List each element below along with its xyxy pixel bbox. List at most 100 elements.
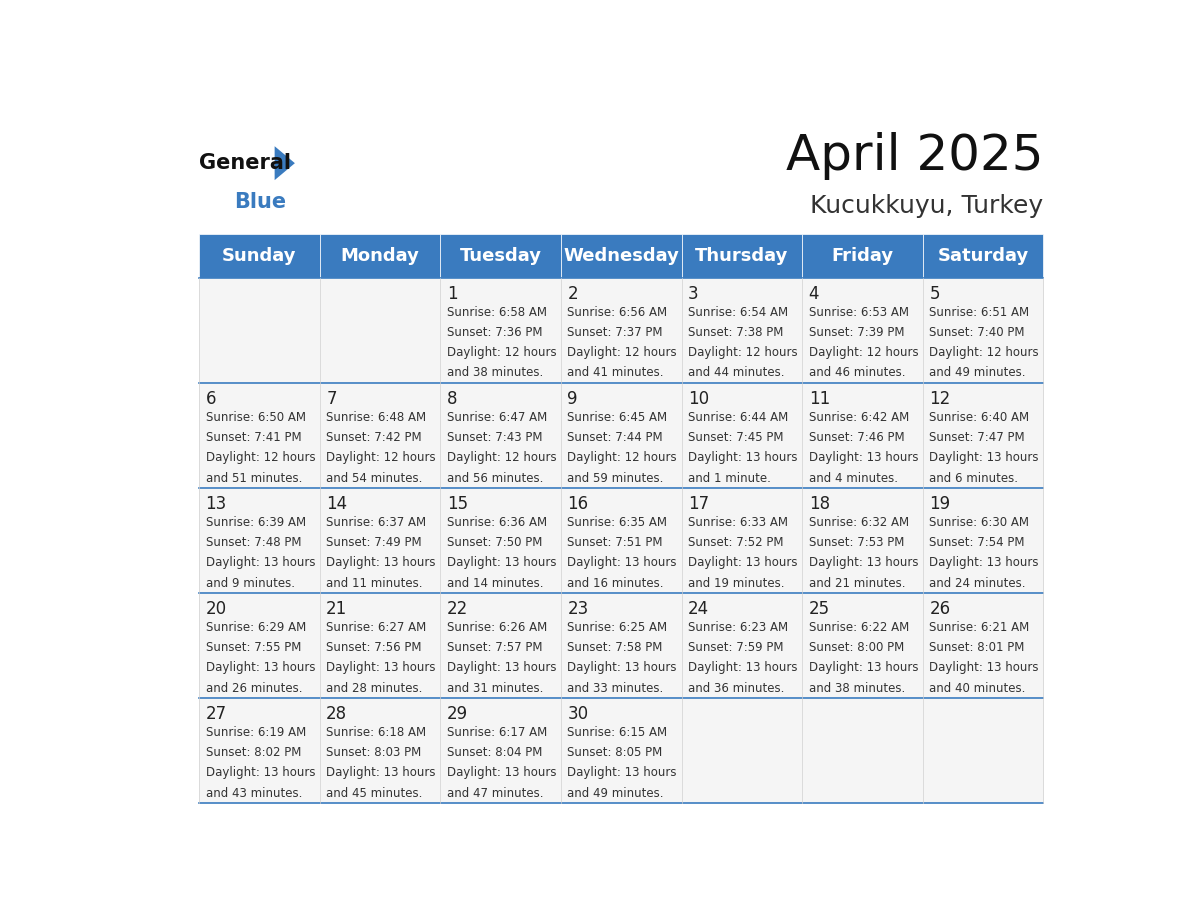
Text: Sunset: 8:04 PM: Sunset: 8:04 PM <box>447 746 542 759</box>
Bar <box>923 698 1043 803</box>
Text: Sunrise: 6:51 AM: Sunrise: 6:51 AM <box>929 306 1029 319</box>
Text: and 59 minutes.: and 59 minutes. <box>568 472 664 485</box>
Text: and 21 minutes.: and 21 minutes. <box>809 577 905 589</box>
Text: and 24 minutes.: and 24 minutes. <box>929 577 1025 589</box>
Text: Sunset: 7:58 PM: Sunset: 7:58 PM <box>568 642 663 655</box>
Text: Daylight: 13 hours: Daylight: 13 hours <box>447 767 556 779</box>
Text: Daylight: 12 hours: Daylight: 12 hours <box>929 346 1038 359</box>
Text: and 9 minutes.: and 9 minutes. <box>206 577 295 589</box>
Text: Daylight: 13 hours: Daylight: 13 hours <box>206 556 315 569</box>
Text: Sunrise: 6:42 AM: Sunrise: 6:42 AM <box>809 411 909 424</box>
Text: Daylight: 13 hours: Daylight: 13 hours <box>688 661 797 675</box>
Text: and 47 minutes.: and 47 minutes. <box>447 787 543 800</box>
Text: 21: 21 <box>327 599 347 618</box>
Text: 17: 17 <box>688 495 709 513</box>
Text: Sunrise: 6:40 AM: Sunrise: 6:40 AM <box>929 411 1029 424</box>
Text: Daylight: 12 hours: Daylight: 12 hours <box>447 452 556 465</box>
Text: and 49 minutes.: and 49 minutes. <box>929 366 1025 379</box>
Text: Sunrise: 6:23 AM: Sunrise: 6:23 AM <box>688 621 788 634</box>
Text: and 56 minutes.: and 56 minutes. <box>447 472 543 485</box>
Text: Sunrise: 6:29 AM: Sunrise: 6:29 AM <box>206 621 305 634</box>
Text: and 16 minutes.: and 16 minutes. <box>568 577 664 589</box>
Text: Daylight: 13 hours: Daylight: 13 hours <box>929 556 1038 569</box>
Text: Sunset: 7:47 PM: Sunset: 7:47 PM <box>929 431 1025 444</box>
Text: 20: 20 <box>206 599 227 618</box>
Text: 11: 11 <box>809 390 830 408</box>
Text: Daylight: 12 hours: Daylight: 12 hours <box>809 346 918 359</box>
Text: and 40 minutes.: and 40 minutes. <box>929 681 1025 695</box>
Bar <box>923 593 1043 698</box>
Bar <box>561 698 682 803</box>
Text: Sunday: Sunday <box>222 247 297 264</box>
Text: Sunrise: 6:45 AM: Sunrise: 6:45 AM <box>568 411 668 424</box>
Text: 1: 1 <box>447 285 457 303</box>
Text: Sunrise: 6:44 AM: Sunrise: 6:44 AM <box>688 411 789 424</box>
Text: Sunrise: 6:27 AM: Sunrise: 6:27 AM <box>327 621 426 634</box>
Text: Sunrise: 6:33 AM: Sunrise: 6:33 AM <box>688 516 788 529</box>
Text: 13: 13 <box>206 495 227 513</box>
Text: 22: 22 <box>447 599 468 618</box>
Text: Sunset: 7:43 PM: Sunset: 7:43 PM <box>447 431 542 444</box>
Text: 28: 28 <box>327 705 347 722</box>
Bar <box>682 487 802 593</box>
Text: Sunrise: 6:17 AM: Sunrise: 6:17 AM <box>447 726 546 739</box>
Text: Daylight: 13 hours: Daylight: 13 hours <box>327 556 436 569</box>
Bar <box>682 593 802 698</box>
Text: General: General <box>200 153 291 174</box>
Text: Sunset: 7:50 PM: Sunset: 7:50 PM <box>447 536 542 549</box>
Text: Daylight: 13 hours: Daylight: 13 hours <box>327 767 436 779</box>
Text: 18: 18 <box>809 495 829 513</box>
Text: and 33 minutes.: and 33 minutes. <box>568 681 664 695</box>
Text: Sunrise: 6:58 AM: Sunrise: 6:58 AM <box>447 306 546 319</box>
Bar <box>923 383 1043 487</box>
Text: Sunrise: 6:22 AM: Sunrise: 6:22 AM <box>809 621 909 634</box>
Bar <box>320 487 441 593</box>
Text: 29: 29 <box>447 705 468 722</box>
Polygon shape <box>274 146 295 180</box>
Text: Sunrise: 6:50 AM: Sunrise: 6:50 AM <box>206 411 305 424</box>
Bar <box>561 277 682 383</box>
Text: 7: 7 <box>327 390 336 408</box>
Text: Sunset: 7:53 PM: Sunset: 7:53 PM <box>809 536 904 549</box>
Text: Daylight: 12 hours: Daylight: 12 hours <box>327 452 436 465</box>
Bar <box>200 383 320 487</box>
Text: Sunrise: 6:54 AM: Sunrise: 6:54 AM <box>688 306 788 319</box>
Bar <box>441 487 561 593</box>
Bar <box>802 593 923 698</box>
Text: Sunset: 7:48 PM: Sunset: 7:48 PM <box>206 536 301 549</box>
Text: and 11 minutes.: and 11 minutes. <box>327 577 423 589</box>
Bar <box>923 234 1043 277</box>
Text: Friday: Friday <box>832 247 893 264</box>
Bar <box>682 277 802 383</box>
Text: Wednesday: Wednesday <box>563 247 680 264</box>
Text: and 41 minutes.: and 41 minutes. <box>568 366 664 379</box>
Text: Sunset: 7:41 PM: Sunset: 7:41 PM <box>206 431 302 444</box>
Text: 24: 24 <box>688 599 709 618</box>
Text: Sunrise: 6:53 AM: Sunrise: 6:53 AM <box>809 306 909 319</box>
Bar <box>802 234 923 277</box>
Text: Sunrise: 6:36 AM: Sunrise: 6:36 AM <box>447 516 546 529</box>
Text: Sunrise: 6:26 AM: Sunrise: 6:26 AM <box>447 621 546 634</box>
Text: 4: 4 <box>809 285 820 303</box>
Text: Sunset: 7:39 PM: Sunset: 7:39 PM <box>809 326 904 339</box>
Text: and 6 minutes.: and 6 minutes. <box>929 472 1018 485</box>
Bar <box>200 487 320 593</box>
Bar <box>923 487 1043 593</box>
Text: 26: 26 <box>929 599 950 618</box>
Bar <box>561 383 682 487</box>
Text: and 43 minutes.: and 43 minutes. <box>206 787 302 800</box>
Text: and 26 minutes.: and 26 minutes. <box>206 681 302 695</box>
Text: Sunset: 7:51 PM: Sunset: 7:51 PM <box>568 536 663 549</box>
Bar <box>441 234 561 277</box>
Bar <box>561 234 682 277</box>
Bar <box>682 698 802 803</box>
Text: and 54 minutes.: and 54 minutes. <box>327 472 423 485</box>
Bar <box>802 698 923 803</box>
Text: Sunrise: 6:25 AM: Sunrise: 6:25 AM <box>568 621 668 634</box>
Text: Daylight: 13 hours: Daylight: 13 hours <box>447 661 556 675</box>
Bar <box>441 277 561 383</box>
Bar <box>320 593 441 698</box>
Text: Sunset: 7:56 PM: Sunset: 7:56 PM <box>327 642 422 655</box>
Text: 15: 15 <box>447 495 468 513</box>
Text: Sunrise: 6:39 AM: Sunrise: 6:39 AM <box>206 516 305 529</box>
